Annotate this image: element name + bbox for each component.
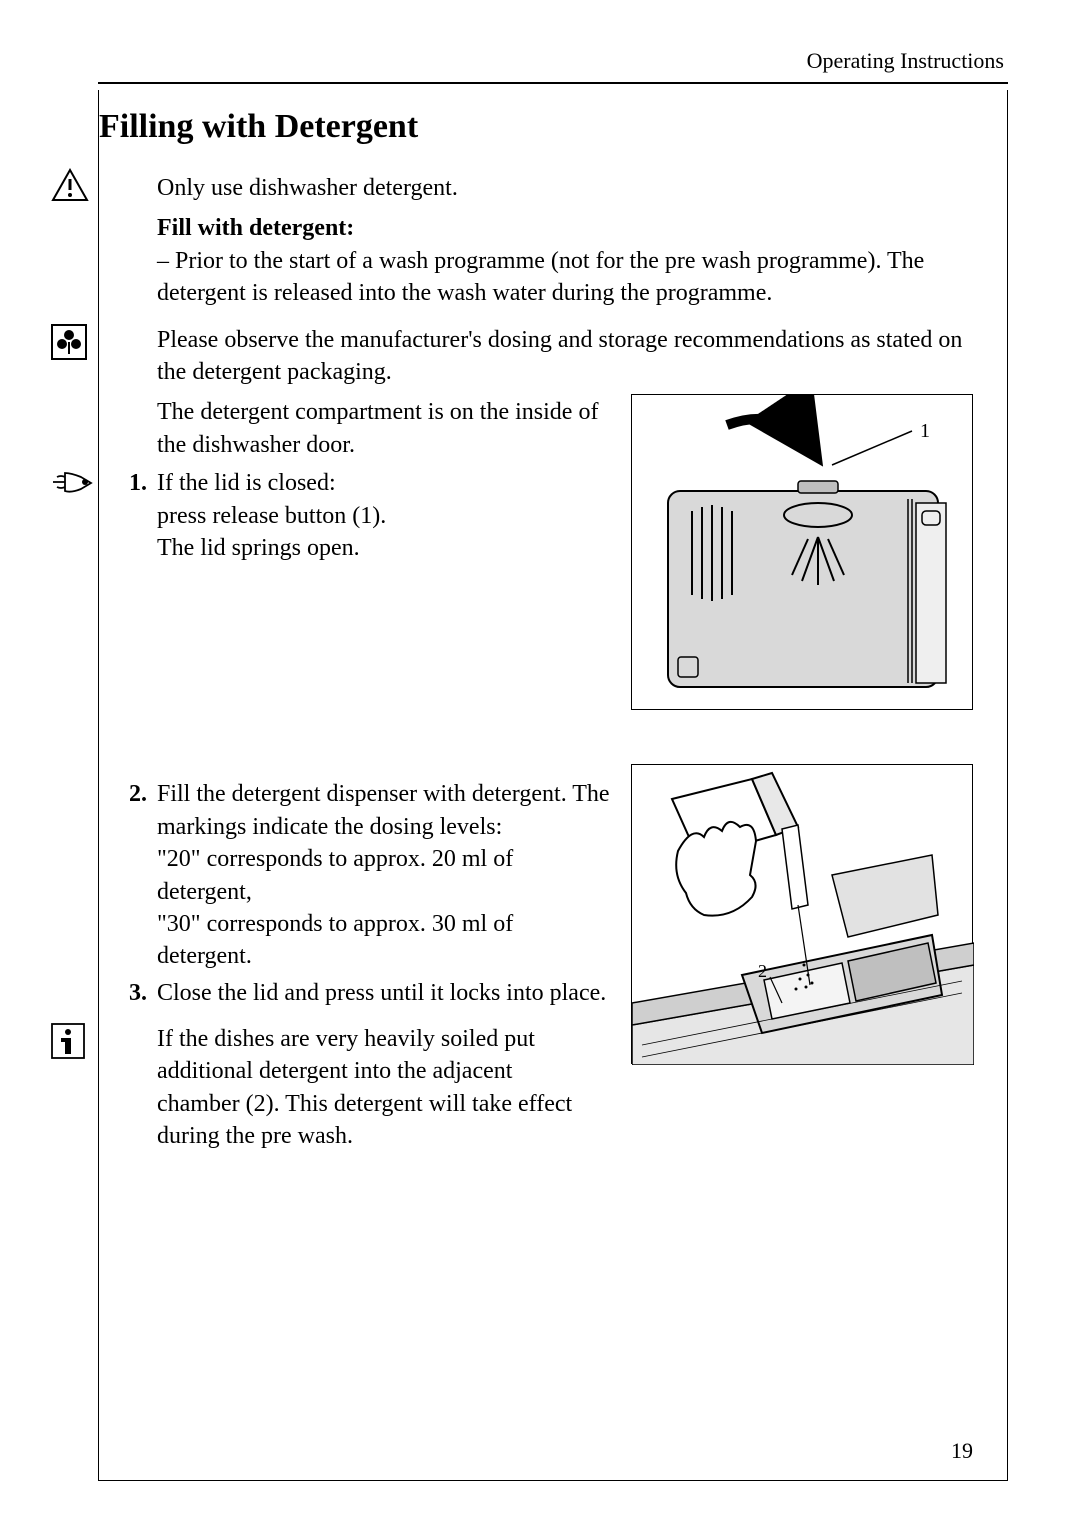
clover-icon <box>51 324 87 360</box>
section-title: Filling with Detergent <box>99 108 973 146</box>
page-number: 19 <box>951 1438 973 1464</box>
info-icon <box>51 1023 85 1059</box>
fill-note-item: Prior to the start of a wash programme (… <box>157 245 973 310</box>
step2-block: 2. Fill the detergent dispenser with det… <box>99 778 973 1009</box>
step2-text: Fill the detergent dispenser with deterg… <box>157 778 613 972</box>
step3-num: 3. <box>129 977 157 1009</box>
warning-block: Only use dishwasher detergent. <box>99 172 973 204</box>
info-block: If the dishes are very heavily soiled pu… <box>99 1023 973 1153</box>
step1-list: 1. If the lid is closed: press release b… <box>129 467 973 564</box>
info-text: If the dishes are very heavily soiled pu… <box>157 1023 577 1153</box>
step1-block: 1. If the lid is closed: press release b… <box>99 467 973 564</box>
header-section-label: Operating Instructions <box>98 48 1008 74</box>
fill-note-list: Prior to the start of a wash programme (… <box>157 245 973 310</box>
step1-line1: If the lid is closed: <box>157 470 336 496</box>
header-rule <box>98 82 1008 84</box>
clover-text: Please observe the manufacturer's dosing… <box>157 324 973 389</box>
step2-num: 2. <box>129 778 157 972</box>
compartment-text: The detergent compartment is on the insi… <box>157 396 973 461</box>
step1-line2: press release button (1). <box>157 503 386 529</box>
warning-text: Only use dishwasher detergent. <box>157 172 973 204</box>
list-item: 3. Close the lid and press until it lock… <box>129 977 613 1009</box>
content-frame: Filling with Detergent Only use dishwash… <box>98 90 1008 1481</box>
fill-heading-block: Fill with detergent: Prior to the start … <box>99 212 973 309</box>
fill-heading: Fill with detergent: <box>157 212 973 244</box>
step23-list: 2. Fill the detergent dispenser with det… <box>129 778 973 1009</box>
page: Operating Instructions Filling with Dete… <box>0 0 1080 1529</box>
list-item: 2. Fill the detergent dispenser with det… <box>129 778 613 972</box>
step1-line3: The lid springs open. <box>157 535 360 561</box>
clover-block: Please observe the manufacturer's dosing… <box>99 324 973 389</box>
hand-pointer-icon <box>51 469 95 495</box>
compartment-block: The detergent compartment is on the insi… <box>99 396 973 461</box>
step1-text: If the lid is closed: press release butt… <box>157 467 613 564</box>
step3-text: Close the lid and press until it locks i… <box>157 977 613 1009</box>
warning-icon <box>51 168 89 202</box>
list-item: 1. If the lid is closed: press release b… <box>129 467 613 564</box>
step1-num: 1. <box>129 467 157 564</box>
